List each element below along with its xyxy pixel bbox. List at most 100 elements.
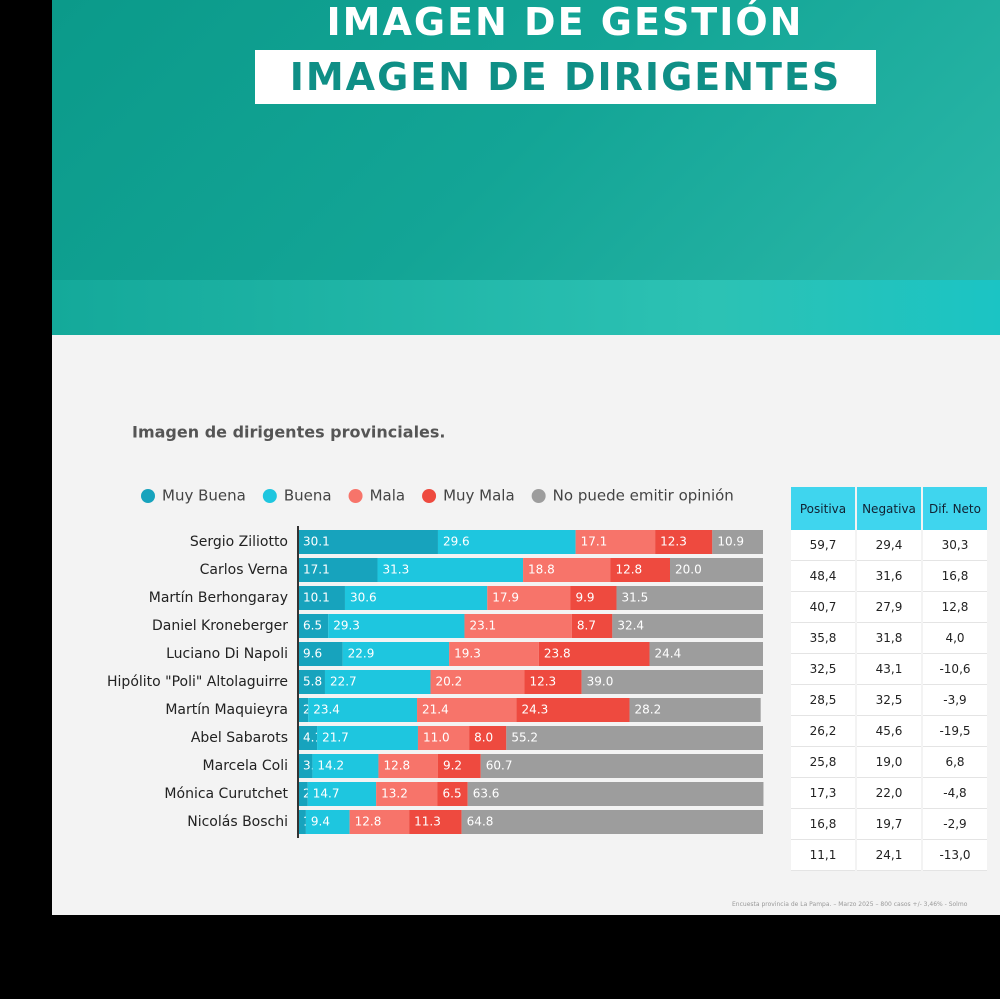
data-label: 11.0 bbox=[423, 731, 450, 745]
data-label: 12.3 bbox=[529, 675, 556, 689]
data-label: 24.3 bbox=[522, 703, 549, 717]
data-label: 10.1 bbox=[303, 591, 330, 605]
table-cell: 40,7 bbox=[791, 592, 855, 623]
footnote: Encuesta provincia de La Pampa. – Marzo … bbox=[732, 901, 968, 908]
bar-segment bbox=[467, 782, 764, 806]
bar-segment bbox=[575, 530, 656, 554]
bar-segment bbox=[417, 698, 517, 722]
bar-segment bbox=[610, 558, 670, 582]
bar-segment bbox=[670, 558, 763, 582]
y-tick-label: Abel Sabarots bbox=[191, 730, 288, 746]
table-cell: 17,3 bbox=[791, 778, 855, 809]
bar-segment bbox=[629, 698, 761, 722]
data-label: 6.5 bbox=[303, 619, 322, 633]
data-label: 5.8 bbox=[303, 675, 322, 689]
y-tick-label: Daniel Kroneberger bbox=[152, 618, 288, 634]
table-cell: 19,0 bbox=[857, 747, 921, 778]
header-background bbox=[52, 0, 1000, 280]
bar-segment bbox=[298, 530, 438, 554]
data-label: 8.0 bbox=[474, 731, 493, 745]
bar-segment bbox=[437, 782, 468, 806]
bar-segment bbox=[298, 726, 318, 750]
data-label: 17.9 bbox=[492, 591, 519, 605]
legend-swatch bbox=[531, 489, 546, 503]
bar-segment bbox=[312, 754, 379, 778]
data-label: 17.1 bbox=[303, 563, 330, 577]
y-tick-label: Marcela Coli bbox=[203, 758, 288, 774]
table-cell: 6,8 bbox=[923, 747, 987, 778]
legend-swatch bbox=[422, 489, 437, 503]
table-row: 16,8 19,7 -2,9 bbox=[791, 809, 987, 840]
data-label: 13.2 bbox=[381, 787, 408, 801]
table-cell: 59,7 bbox=[791, 530, 855, 561]
table-cell: -2,9 bbox=[923, 809, 987, 840]
slide: IMAGEN DE GESTIÓN IMAGEN DE DIRIGENTES E… bbox=[52, 0, 1000, 915]
data-label: 63.6 bbox=[473, 787, 500, 801]
y-tick-label: Carlos Verna bbox=[200, 562, 288, 578]
bar-segment bbox=[712, 530, 763, 554]
data-label: 12.3 bbox=[660, 535, 687, 549]
data-label: 19.3 bbox=[454, 647, 481, 661]
table-cell: 28,5 bbox=[791, 685, 855, 716]
table-cell: 19,7 bbox=[857, 809, 921, 840]
table-cell: 11,1 bbox=[791, 840, 855, 871]
table-cell: -13,0 bbox=[923, 840, 987, 871]
table-cell: 31,6 bbox=[857, 561, 921, 592]
bar-segment bbox=[308, 698, 418, 722]
bar-segment bbox=[344, 586, 488, 610]
bar-segment bbox=[469, 726, 507, 750]
chart-title: Imagen de dirigentes provinciales. bbox=[132, 423, 446, 442]
data-label: 55.2 bbox=[511, 731, 538, 745]
y-tick-label: Nicolás Boschi bbox=[187, 814, 288, 830]
data-label: 14.7 bbox=[313, 787, 340, 801]
y-tick-label: Martín Maquieyra bbox=[165, 702, 288, 718]
table-cell: 32,5 bbox=[857, 685, 921, 716]
table-cell: 32,5 bbox=[791, 654, 855, 685]
data-label: 6.5 bbox=[443, 787, 462, 801]
data-label: 8.7 bbox=[577, 619, 596, 633]
bar-segment bbox=[409, 810, 462, 834]
table-row: 17,3 22,0 -4,8 bbox=[791, 778, 987, 809]
column-header: Dif. Neto bbox=[923, 487, 987, 530]
data-label: 20.2 bbox=[436, 675, 463, 689]
bar-segment bbox=[298, 642, 343, 666]
bar-segment bbox=[524, 670, 582, 694]
bar-segment bbox=[298, 754, 313, 778]
data-label: 29.3 bbox=[333, 619, 360, 633]
data-label: 9.9 bbox=[575, 591, 594, 605]
table-cell: 24,1 bbox=[857, 840, 921, 871]
data-label: 24.4 bbox=[655, 647, 682, 661]
data-label: 12.8 bbox=[383, 759, 410, 773]
data-label: 10.9 bbox=[717, 535, 744, 549]
y-tick-label: Martín Berhongaray bbox=[149, 590, 288, 606]
table-cell: 16,8 bbox=[923, 561, 987, 592]
bar-segment bbox=[417, 726, 470, 750]
table-row: 26,2 45,6 -19,5 bbox=[791, 716, 987, 747]
bar-segment bbox=[298, 810, 306, 834]
column-header: Negativa bbox=[857, 487, 921, 530]
data-label: 12.8 bbox=[355, 815, 382, 829]
data-label: 23.8 bbox=[544, 647, 571, 661]
bar-segment bbox=[328, 614, 465, 638]
bar-segment bbox=[487, 586, 571, 610]
bar-segment bbox=[376, 782, 438, 806]
bar-segment bbox=[464, 614, 572, 638]
table-cell: 30,3 bbox=[923, 530, 987, 561]
table-cell: -3,9 bbox=[923, 685, 987, 716]
table-cell: 43,1 bbox=[857, 654, 921, 685]
summary-table: Positiva Negativa Dif. Neto 59,7 29,4 30,3 48,… bbox=[789, 487, 989, 871]
bar-segment bbox=[430, 670, 525, 694]
bar-segment bbox=[298, 558, 378, 582]
y-tick-label: Hipólito "Poli" Altolaguirre bbox=[107, 674, 288, 690]
data-label: 14.2 bbox=[317, 759, 344, 773]
data-label: 60.7 bbox=[486, 759, 513, 773]
data-label: 21.7 bbox=[322, 731, 349, 745]
table-row: 48,4 31,6 16,8 bbox=[791, 561, 987, 592]
header-title: IMAGEN DE GESTIÓN bbox=[326, 0, 804, 44]
bar-segment bbox=[298, 670, 325, 694]
bar-segment bbox=[616, 586, 763, 610]
bar-segment bbox=[324, 670, 431, 694]
data-label: 21.4 bbox=[422, 703, 449, 717]
table-row: 40,7 27,9 12,8 bbox=[791, 592, 987, 623]
